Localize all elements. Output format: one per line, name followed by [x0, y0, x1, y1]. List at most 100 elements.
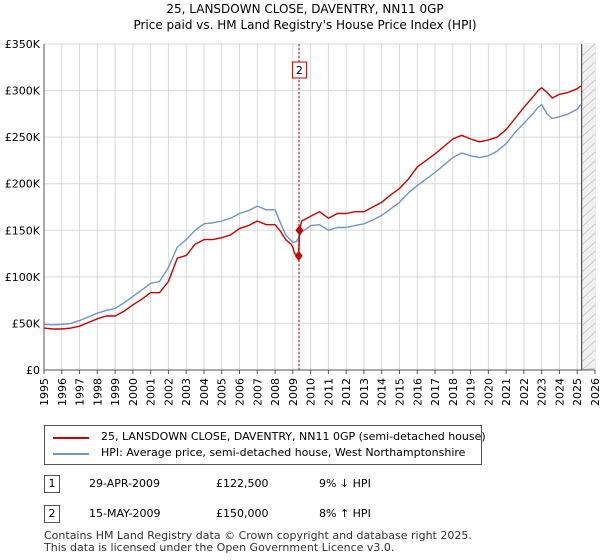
footer-line-licence: This data is licensed under the Open Gov… — [44, 541, 395, 554]
forecast-hatch — [581, 358, 596, 371]
footer-attribution: Contains HM Land Registry data © Crown c… — [44, 530, 472, 554]
transaction-number: 1 — [44, 475, 60, 493]
forecast-hatch — [581, 268, 596, 282]
forecast-hatch — [581, 223, 596, 237]
transaction-price: £122,500 — [216, 477, 269, 490]
x-tick-label: 1996 — [56, 378, 69, 406]
sale-marker — [294, 250, 303, 261]
forecast-hatch — [581, 286, 596, 300]
x-tick-label: 2020 — [482, 378, 495, 406]
forecast-hatch — [581, 304, 596, 318]
legend-swatch-property — [53, 437, 89, 439]
x-tick-label: 2009 — [287, 378, 300, 406]
x-tick-label: 2022 — [518, 378, 531, 406]
x-tick-label: 2000 — [127, 378, 140, 406]
forecast-hatch — [581, 142, 596, 156]
y-tick-label: £300K — [5, 85, 41, 98]
forecast-hatch — [581, 178, 596, 192]
forecast-hatch — [581, 97, 596, 111]
x-tick-label: 2016 — [411, 378, 424, 406]
transaction-number: 2 — [44, 505, 60, 523]
x-tick-label: 2024 — [553, 378, 566, 406]
legend-swatch-hpi — [53, 453, 89, 455]
x-tick-label: 2011 — [322, 378, 335, 406]
forecast-hatch — [581, 250, 596, 264]
x-tick-label: 2013 — [358, 378, 371, 406]
forecast-hatch — [581, 160, 596, 174]
transaction-date: 29-APR-2009 — [89, 477, 161, 490]
forecast-hatch — [581, 241, 596, 255]
y-tick-label: £250K — [5, 131, 41, 144]
forecast-hatch — [581, 205, 596, 219]
footer-line-copyright: Contains HM Land Registry data © Crown c… — [44, 529, 472, 542]
forecast-hatch — [581, 322, 596, 336]
x-tick-label: 2018 — [447, 378, 460, 406]
x-tick-label: 2021 — [500, 378, 513, 406]
x-tick-label: 2019 — [465, 378, 478, 406]
x-tick-label: 2010 — [305, 378, 318, 406]
legend-label-property: 25, LANSDOWN CLOSE, DAVENTRY, NN11 0GP (… — [101, 430, 486, 443]
series-line-hpi — [43, 103, 582, 326]
transaction-date: 15-MAY-2009 — [89, 507, 161, 520]
x-tick-label: 2007 — [251, 378, 264, 406]
forecast-hatch — [581, 133, 596, 147]
forecast-hatch — [581, 88, 596, 102]
y-tick-label: £50K — [12, 317, 41, 330]
annotation-box — [291, 61, 307, 79]
x-tick-label: 2008 — [269, 378, 282, 406]
transaction-hpi-diff: 8% ↑ HPI — [319, 507, 371, 520]
x-tick-label: 1999 — [109, 378, 122, 406]
x-tick-label: 2015 — [393, 378, 406, 406]
sale-highlight-band — [297, 44, 301, 370]
forecast-hatch — [581, 214, 596, 228]
forecast-hatch — [581, 106, 596, 120]
forecast-hatch — [581, 115, 596, 129]
x-tick-label: 1998 — [91, 378, 104, 406]
x-tick-label: 2025 — [571, 378, 584, 406]
plot-area — [44, 44, 595, 370]
x-tick-label: 2023 — [536, 378, 549, 406]
legend-label-hpi: HPI: Average price, semi-detached house,… — [101, 446, 466, 459]
forecast-hatch — [581, 61, 596, 75]
x-tick-label: 2012 — [340, 378, 353, 406]
forecast-hatch — [581, 313, 596, 327]
x-tick-label: 1995 — [38, 378, 51, 406]
forecast-hatch — [581, 52, 596, 66]
forecast-hatch — [581, 70, 596, 84]
transaction-price: £150,000 — [216, 507, 269, 520]
x-tick-label: 2003 — [180, 378, 193, 406]
transaction-hpi-diff: 9% ↓ HPI — [319, 477, 371, 490]
x-tick-label: 2001 — [145, 378, 158, 406]
forecast-hatch — [581, 151, 596, 165]
forecast-hatch — [581, 169, 596, 183]
forecast-hatch — [581, 349, 596, 363]
x-tick-label: 1997 — [74, 378, 87, 406]
price-chart: 25, LANSDOWN CLOSE, DAVENTRY, NN11 0GP P… — [5, 2, 600, 406]
forecast-hatch — [581, 124, 596, 138]
annotation-label: 2 — [296, 64, 303, 77]
chart-title: 25, LANSDOWN CLOSE, DAVENTRY, NN11 0GP — [166, 2, 443, 16]
y-tick-label: £150K — [5, 224, 41, 237]
forecast-hatch — [581, 340, 596, 354]
y-tick-label: £100K — [5, 271, 41, 284]
forecast-hatch — [581, 259, 596, 273]
x-tick-label: 2002 — [162, 378, 175, 406]
chart-subtitle: Price paid vs. HM Land Registry's House … — [133, 18, 476, 32]
forecast-hatch — [581, 79, 596, 93]
forecast-hatch — [581, 196, 596, 210]
x-tick-label: 2005 — [216, 378, 229, 406]
x-tick-label: 2026 — [589, 378, 600, 406]
x-tick-label: 2014 — [376, 378, 389, 406]
x-tick-label: 2017 — [429, 378, 442, 406]
x-tick-label: 2004 — [198, 378, 211, 406]
y-tick-label: £0 — [26, 364, 40, 377]
series-line-property — [43, 85, 582, 330]
y-tick-label: £200K — [5, 178, 41, 191]
sale-marker — [295, 225, 304, 236]
forecast-hatch — [581, 187, 596, 201]
forecast-hatch — [581, 277, 596, 291]
forecast-hatch — [581, 295, 596, 309]
x-tick-label: 2006 — [234, 378, 247, 406]
y-tick-label: £350K — [5, 38, 41, 51]
chart-legend: 25, LANSDOWN CLOSE, DAVENTRY, NN11 0GP (… — [44, 425, 486, 465]
